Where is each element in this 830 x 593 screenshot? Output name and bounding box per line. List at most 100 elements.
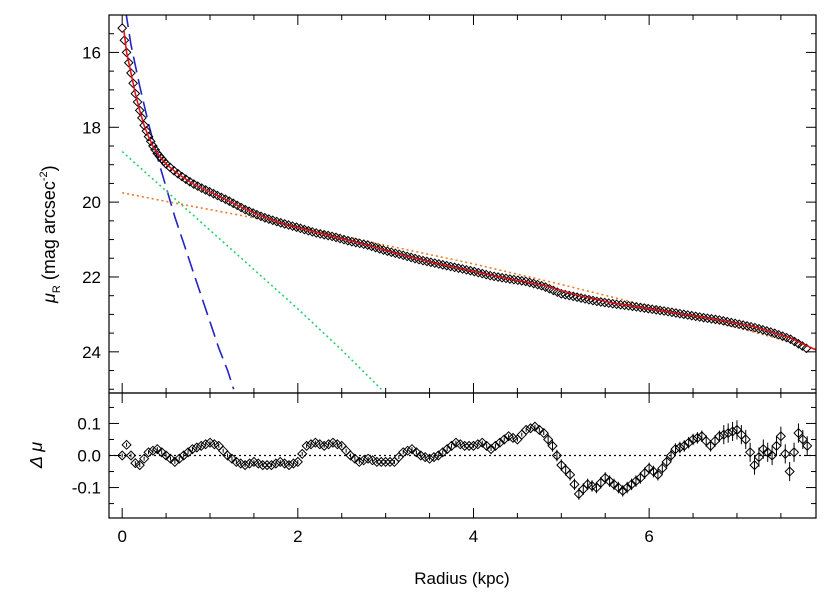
residual-data-marker — [147, 445, 159, 456]
residual-y-tick-label: -0.1 — [72, 479, 101, 498]
profile-data-marker — [623, 300, 634, 311]
profile-data-marker — [137, 113, 147, 123]
residual-data-marker — [121, 439, 132, 450]
profile-data-marker — [702, 313, 713, 324]
residual-data-marker — [771, 440, 782, 451]
residual-data-marker — [384, 456, 396, 468]
residual-data-marker — [608, 479, 620, 490]
residual-data-marker — [191, 442, 202, 453]
profile-data-marker — [132, 97, 143, 107]
profile-y-tick-label: 20 — [82, 193, 101, 212]
residual-data-marker — [169, 456, 180, 468]
residual-data-marker — [802, 440, 813, 451]
profile-data-marker — [631, 301, 642, 312]
residual-data-marker — [547, 440, 558, 451]
residual-data-marker — [648, 466, 659, 477]
residual-data-marker — [442, 443, 453, 455]
residual-data-marker — [481, 440, 492, 451]
residual-data-marker — [674, 442, 685, 453]
profile-data-marker — [501, 273, 511, 284]
residual-data-marker — [459, 440, 470, 451]
residual-data-marker — [463, 440, 475, 451]
residual-data-marker — [490, 440, 501, 451]
profile-data-marker — [639, 303, 650, 313]
residual-data-marker — [226, 453, 238, 464]
residual-data-marker — [301, 440, 312, 451]
residual-data-marker — [468, 440, 479, 451]
residual-data-marker — [775, 431, 786, 442]
profile-data-marker — [128, 78, 139, 89]
profile-y-tick-labels: 16 18 20 22 24 — [82, 43, 101, 361]
profile-panel: 16 18 20 22 24 μR (mag arcsec-2) — [38, 14, 817, 394]
profile-line-inner-component — [121, 151, 382, 390]
residual-data-marker — [354, 456, 365, 468]
residual-data-marker — [644, 463, 655, 474]
profile-data-marker — [150, 144, 161, 155]
residual-data-marker — [402, 445, 413, 456]
residual-data-marker — [494, 437, 505, 448]
residual-data-marker — [240, 460, 251, 471]
profile-data-marker — [651, 304, 662, 315]
residual-data-marker — [257, 460, 268, 471]
profile-data-marker — [674, 308, 685, 319]
residual-data-marker — [551, 450, 563, 461]
profile-data-marker — [449, 262, 460, 273]
profile-data-marker — [441, 260, 452, 271]
residual-data-marker — [661, 456, 672, 468]
profile-data-marker — [121, 47, 132, 58]
residual-data-marker — [780, 448, 791, 460]
ylabel-exponent: -2 — [38, 171, 50, 181]
residual-data-marker — [411, 447, 422, 458]
profile-y-tick-label: 22 — [82, 268, 101, 287]
profile-data-points — [117, 23, 812, 354]
profile-data-marker — [694, 312, 705, 322]
residual-data-marker — [323, 439, 334, 450]
residual-data-marker — [345, 450, 356, 461]
residual-data-marker — [125, 450, 137, 461]
residual-data-marker — [485, 443, 497, 455]
profile-data-marker — [148, 141, 158, 151]
profile-data-marker — [119, 35, 130, 46]
profile-data-marker — [710, 314, 721, 325]
residual-data-marker — [753, 451, 765, 463]
residual-data-marker — [670, 443, 681, 455]
residual-data-marker — [797, 434, 808, 445]
residual-data-marker — [376, 456, 387, 468]
residual-data-marker — [371, 456, 382, 468]
profile-data-marker — [659, 306, 669, 316]
residual-data-marker — [529, 421, 541, 432]
profile-data-marker — [718, 315, 729, 326]
profile-data-marker — [682, 310, 693, 320]
profile-data-marker — [678, 309, 689, 320]
residual-data-marker — [534, 424, 545, 435]
profile-data-marker — [714, 315, 725, 325]
x-tick-label: 6 — [644, 527, 653, 546]
residual-data-marker — [652, 469, 664, 480]
profile-data-marker — [445, 261, 456, 272]
profile-data-marker — [134, 105, 145, 116]
residual-data-marker — [630, 476, 642, 487]
profile-series — [117, 15, 816, 390]
profile-data-marker — [663, 306, 673, 317]
residual-data-marker — [244, 458, 255, 469]
profile-data-marker — [126, 68, 136, 78]
residual-data-marker — [758, 443, 769, 455]
ylabel-units: (mag arcsec — [39, 181, 59, 280]
residual-data-marker — [187, 443, 198, 455]
profile-data-marker — [686, 310, 697, 321]
residual-data-marker — [428, 451, 440, 463]
residual-data-marker — [292, 456, 303, 468]
residual-data-marker — [297, 448, 308, 460]
profile-data-marker — [690, 311, 701, 322]
profile-data-marker — [635, 302, 646, 313]
residual-data-marker — [613, 482, 624, 493]
residual-data-marker — [446, 440, 457, 451]
profile-data-marker — [453, 263, 464, 274]
residual-plot-frame — [108, 392, 817, 519]
residual-data-marker — [683, 437, 694, 448]
residual-data-marker — [117, 450, 128, 461]
profile-axis-ticks — [109, 15, 816, 393]
residual-data-marker — [604, 476, 615, 487]
residual-data-marker — [766, 450, 778, 461]
residual-data-marker — [472, 439, 483, 450]
